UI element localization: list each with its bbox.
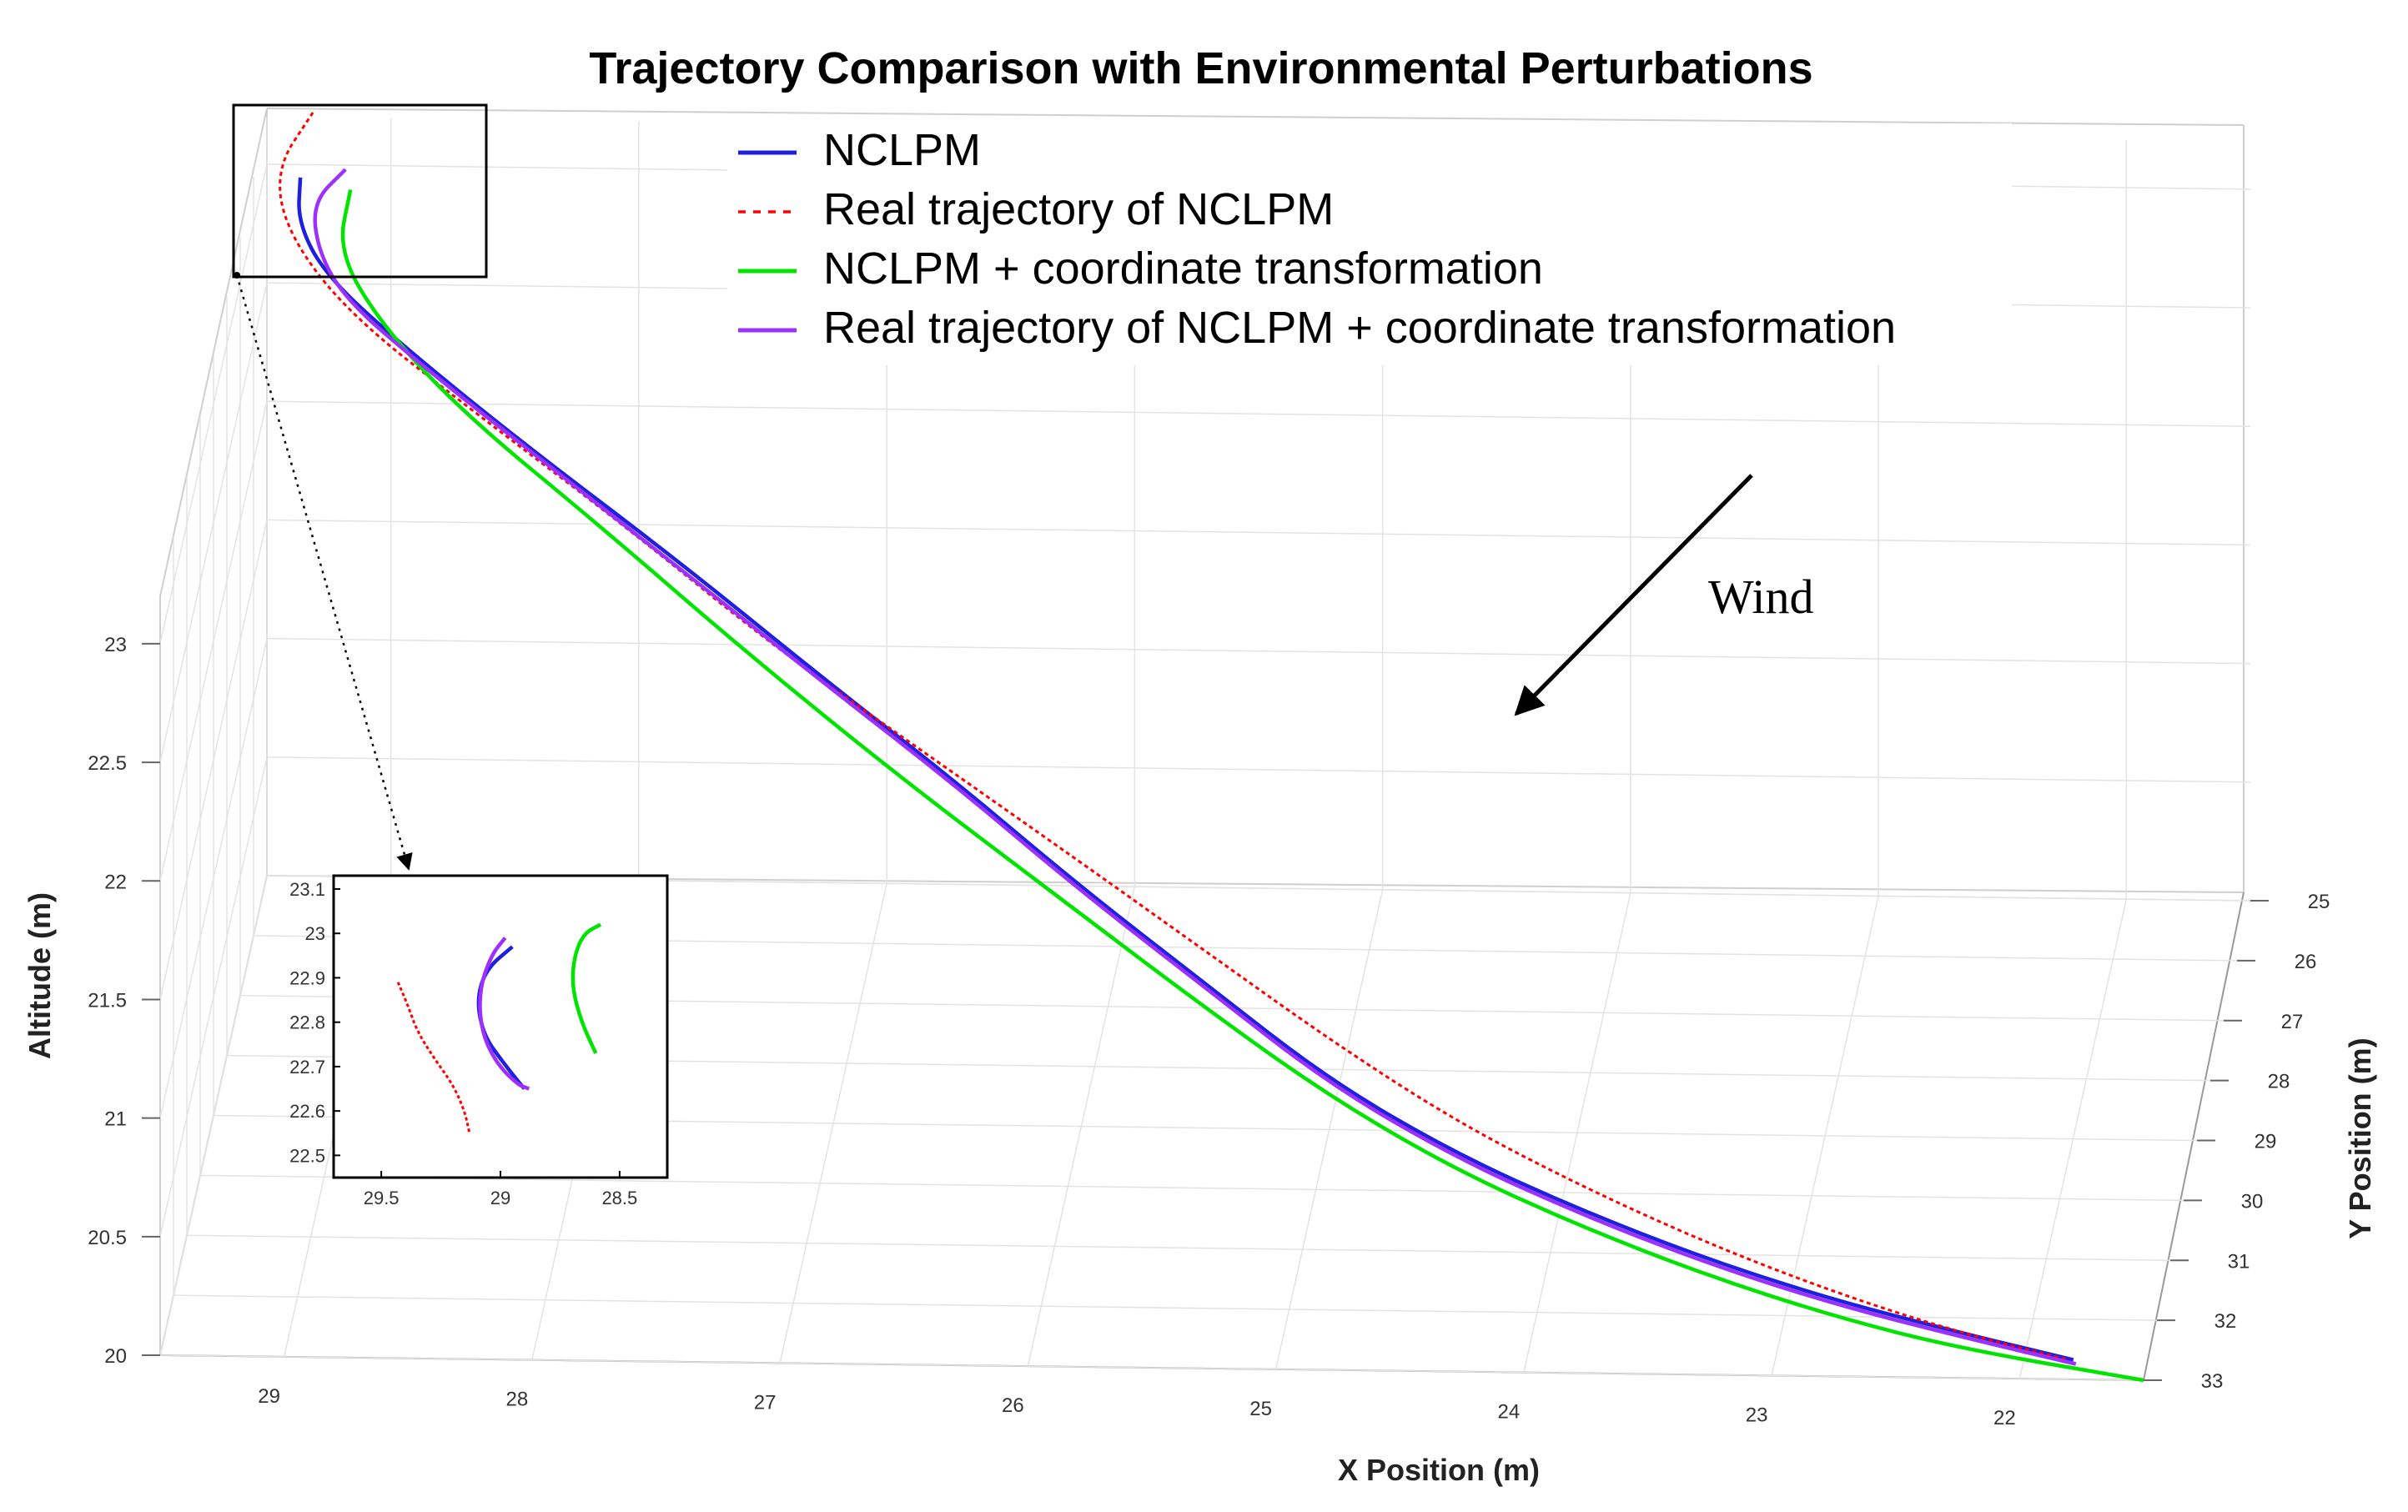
legend-label-2: Real trajectory of NCLPM	[823, 184, 1334, 234]
z-tick-label: 23	[104, 634, 127, 656]
side-grid-z	[159, 520, 268, 1000]
x-tick-label: 28	[506, 1389, 529, 1411]
side-grid-z	[159, 875, 268, 1356]
inset-x-tick-label: 29.5	[364, 1188, 400, 1208]
y-tick-label: 28	[2268, 1071, 2290, 1093]
x-tick-label: 25	[1249, 1398, 1272, 1420]
inset-y-tick-label: 22.6	[289, 1101, 325, 1122]
inset-y-tick-label: 22.9	[289, 967, 325, 988]
zoom-region-box	[232, 103, 488, 279]
inset-x-tick-label: 28.5	[601, 1188, 637, 1208]
z-tick-label: 21.5	[88, 989, 127, 1012]
y-axis-label: Y Position (m)	[2343, 1037, 2377, 1238]
inset-y-tick-label: 22.5	[289, 1145, 325, 1166]
side-grid-z	[159, 282, 268, 763]
inset-y-tick-label: 22.8	[289, 1012, 325, 1033]
x-tick-label: 29	[258, 1385, 280, 1408]
side-grid-z	[159, 163, 268, 645]
legend-label-3: NCLPM + coordinate transformation	[823, 244, 1543, 294]
legend-label-1: NCLPM	[823, 125, 981, 175]
y-tick-label: 29	[2255, 1131, 2277, 1153]
series-line-1	[297, 177, 2074, 1362]
zoom-arrow	[235, 274, 413, 871]
y-tick-label: 30	[2241, 1190, 2264, 1213]
wind-label: Wind	[1708, 570, 1814, 624]
series-line-3	[340, 189, 2144, 1383]
z-axis-label: Altitude (m)	[23, 892, 57, 1059]
z-tick-label: 22	[104, 871, 127, 893]
back-grid-z	[266, 756, 2251, 783]
floor-grid-y	[199, 1174, 2184, 1202]
inset-x-tick-label: 29	[490, 1188, 510, 1208]
y-tick-label: 26	[2295, 951, 2317, 973]
side-grid-z	[159, 638, 268, 1118]
back-grid-z	[266, 519, 2251, 546]
legend-label-4: Real trajectory of NCLPM + coordinate tr…	[823, 303, 1896, 353]
z-tick-label: 22.5	[88, 752, 127, 775]
y-tick-label: 31	[2228, 1250, 2250, 1273]
z-tick-label: 20	[104, 1345, 127, 1368]
z-tick-label: 20.5	[88, 1227, 127, 1249]
z-tick-label: 21	[104, 1108, 127, 1131]
floor-grid-y	[173, 1294, 2158, 1321]
wind-arrow	[1514, 474, 1753, 716]
floor-grid-y	[186, 1234, 2171, 1261]
y-tick-label: 27	[2281, 1011, 2304, 1033]
x-tick-label: 27	[754, 1391, 777, 1414]
legend: NCLPM Real trajectory of NCLPM NCLPM + coo…	[727, 123, 2012, 365]
inset-series-line-2	[396, 982, 471, 1134]
inset-series-line-4	[478, 937, 530, 1091]
back-grid-z	[266, 400, 2251, 427]
x-tick-label: 23	[1746, 1404, 1768, 1426]
inset-y-tick-label: 23.1	[289, 879, 325, 900]
inset-y-tick-label: 23	[305, 923, 325, 944]
x-axis-label: X Position (m)	[1338, 1453, 1540, 1487]
legend-box	[727, 123, 2012, 365]
inset-plot: 29.5 29 28.5 22.5 22.6 22.7 22.8 22.9 23 23.1	[289, 874, 669, 1208]
left-wall-top-edge	[159, 108, 268, 597]
inset-series-line-3	[571, 922, 602, 1054]
ticks: 29 28 27 26 25 24 23 22 25 26 27 28 29 30 31 32 33 20 20.5…	[88, 634, 2330, 1429]
floor-grid-y	[159, 1354, 2144, 1381]
back-wall-top-edge	[266, 108, 2245, 126]
inset-y-tick-label: 22.7	[289, 1057, 325, 1077]
back-grid-z	[266, 637, 2251, 665]
y-tick-label: 33	[2201, 1370, 2224, 1393]
x-tick-label: 26	[1002, 1394, 1024, 1417]
x-tick-label: 22	[1993, 1407, 2016, 1429]
zoom-arrow-origin-dot	[234, 272, 240, 279]
y-tick-label: 32	[2214, 1310, 2237, 1333]
inset-frame	[332, 874, 669, 1179]
y-tick-label: 25	[2308, 891, 2330, 913]
chart-title: Trajectory Comparison with Environmental…	[589, 43, 1812, 93]
series-layer	[279, 112, 2144, 1383]
series-line-4	[313, 168, 2077, 1366]
y-axis-line	[2143, 892, 2245, 1381]
side-grid-z	[159, 401, 268, 882]
x-tick-label: 24	[1498, 1401, 1521, 1424]
side-grid-z	[159, 756, 268, 1237]
